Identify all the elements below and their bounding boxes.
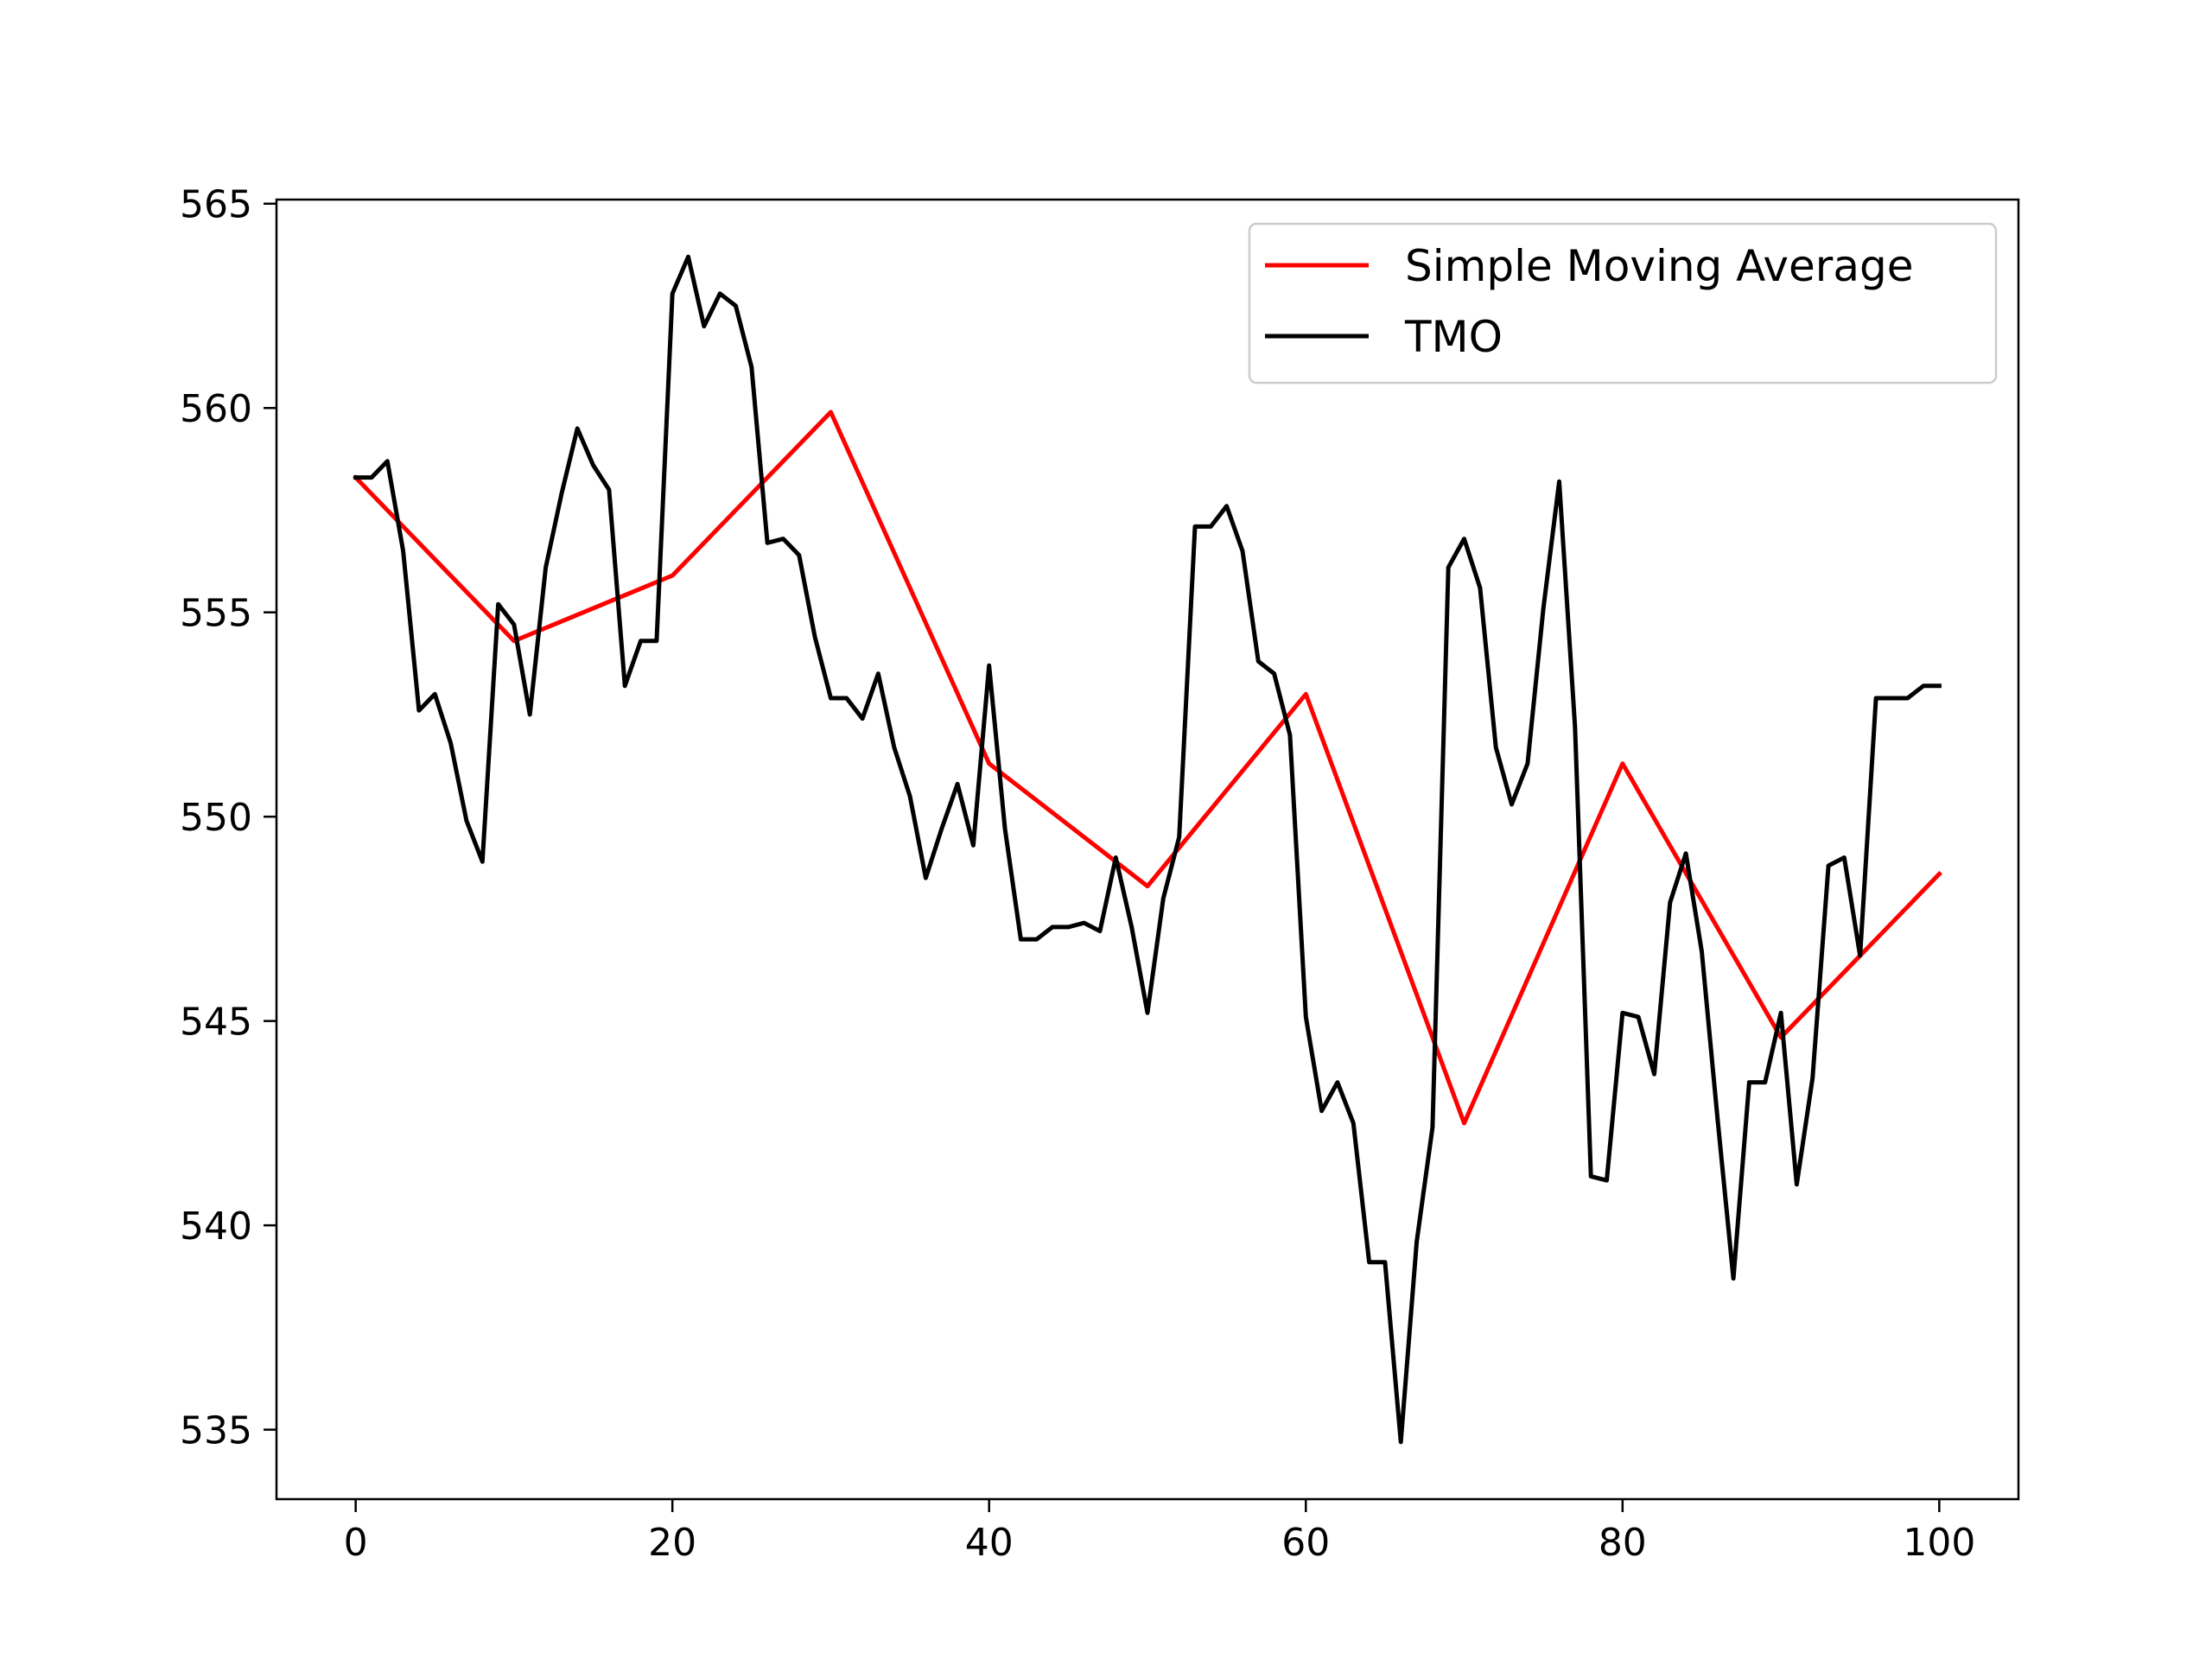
y-tick-label: 540	[180, 1205, 252, 1249]
x-tick-label: 60	[1281, 1521, 1330, 1565]
x-tick-label: 40	[965, 1521, 1014, 1565]
x-tick-label: 100	[1903, 1521, 1975, 1565]
y-tick-label: 545	[180, 1001, 252, 1045]
x-tick-label: 20	[648, 1521, 696, 1565]
plot-frame	[275, 198, 2020, 1501]
series-layer	[353, 254, 1942, 1445]
x-tick-label: 0	[344, 1521, 368, 1565]
legend: Simple Moving Average TMO	[1248, 222, 1998, 385]
y-tick-label: 565	[180, 183, 252, 227]
x-axis: 0 20 40 60 80 100	[344, 1499, 1975, 1565]
y-tick-label: 535	[180, 1409, 252, 1453]
y-axis: 535 540 545 550 555 560 565	[180, 183, 276, 1453]
plot-area-background	[276, 200, 2018, 1499]
y-tick-label: 555	[180, 592, 252, 636]
y-tick-label: 550	[180, 796, 252, 840]
y-tick-label: 560	[180, 387, 252, 431]
legend-box	[1248, 222, 1998, 385]
legend-label-sma: Simple Moving Average	[1405, 241, 1913, 291]
x-tick-label: 80	[1599, 1521, 1647, 1565]
series-line-tmo	[353, 254, 1942, 1445]
legend-label-tmo: TMO	[1404, 312, 1503, 362]
